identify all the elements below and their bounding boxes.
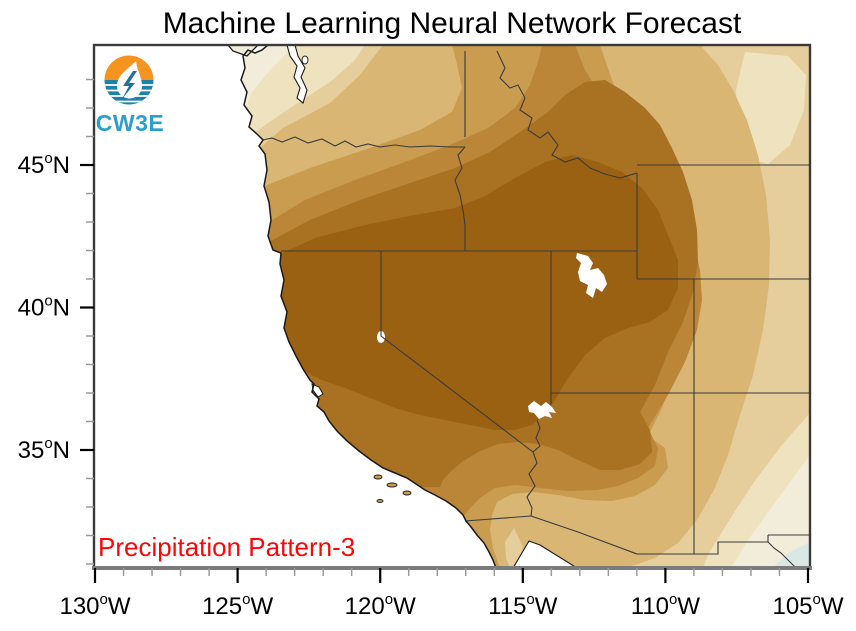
border-ca-mexico: [464, 515, 532, 522]
y-tick-label: 45oN: [18, 150, 70, 179]
puget-sound: [286, 45, 308, 104]
border-mt-id-divide: [496, 50, 638, 179]
x-tick-label: 130oW: [59, 591, 130, 620]
negative-anomaly-patch: [772, 542, 810, 568]
x-tick-label: 105oW: [772, 591, 843, 620]
border-nm-mexico: [637, 541, 768, 555]
page-title: Machine Learning Neural Network Forecast: [163, 7, 742, 40]
lake-mead: [528, 401, 556, 419]
lake-tahoe: [377, 331, 385, 343]
map-plot-area: [227, 45, 810, 568]
axis-ticks: [80, 78, 810, 583]
border-ca-nv: [380, 251, 534, 453]
border-tx-nm: [767, 534, 810, 542]
contour-band-8: [241, 155, 678, 430]
contour-light-patch-ne: [736, 52, 806, 164]
gulf-of-california: [512, 540, 579, 568]
x-tick-label: 110oW: [631, 591, 701, 620]
border-wa-or-columbia-river: [262, 136, 465, 148]
border-az-mexico: [530, 515, 638, 555]
vancouver-island-tip: [227, 45, 259, 57]
pacific-coastline: [240, 45, 497, 568]
channel-islands: [373, 474, 412, 503]
state-borders: [262, 50, 810, 568]
y-tick-label: 35oN: [18, 435, 70, 464]
border-or-id-snake-river: [454, 146, 466, 251]
puget-island: [301, 55, 309, 65]
x-tick-label: 115oW: [488, 591, 558, 620]
great-salt-lake: [576, 253, 607, 298]
border-colorado-river: [526, 419, 541, 517]
logo-wordmark: CW3E: [96, 110, 164, 136]
x-tick-label: 120oW: [345, 591, 416, 620]
y-tick-label: 40oN: [18, 293, 70, 322]
axis-tick-labels: 130oW 125oW 120oW 115oW 110oW 105oW 45oN 40oN 35…: [18, 150, 844, 620]
cw3e-logo: CW3E: [96, 55, 164, 136]
precipitation-contour-bands: [241, 45, 810, 568]
lightning-bolt-icon: [122, 71, 137, 99]
pattern-label: Precipitation Pattern-3: [98, 532, 355, 562]
x-tick-label: 125oW: [202, 591, 273, 620]
